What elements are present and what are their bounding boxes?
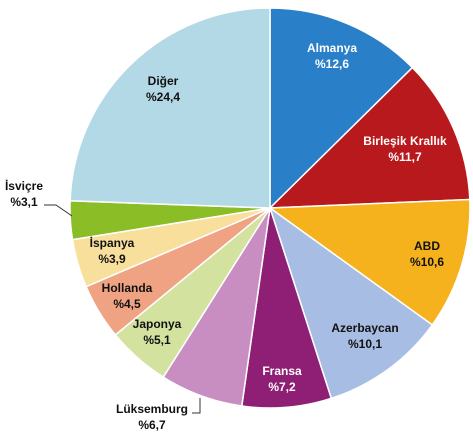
value-label: %11,7 [388,150,422,164]
slice-label: Azerbaycan [331,321,398,335]
value-label: %10,1 [348,337,382,351]
value-label: %12,6 [315,57,349,71]
pie-slice [268,66,471,209]
pie-slice [69,7,271,209]
value-label: %24,4 [146,90,180,104]
slice-label: İsviçre [5,178,43,193]
slice-label: Hollanda [102,281,153,295]
value-label: %5,1 [143,333,171,347]
slice-label: Japonya [133,317,182,331]
slice-label: ABD [414,239,440,253]
leader-line [44,204,73,217]
pie-slice [268,206,434,400]
leader-line [192,398,201,414]
slice-label: Birleşik Krallık [363,134,447,148]
value-label: %3,1 [10,195,38,209]
slice-label: İspanya [90,235,135,250]
pie-slice [269,7,414,210]
value-label: %6,7 [138,418,166,432]
slice-label: Diğer [148,74,179,88]
pie-slice [267,198,471,326]
slice-label: Almanya [307,41,357,55]
value-label: %4,5 [113,297,141,311]
value-label: %10,6 [410,255,444,269]
value-label: %3,9 [98,252,126,266]
slice-label: Lüksemburg [116,402,188,416]
slice-label: Fransa [262,364,302,378]
value-label: %7,2 [268,380,296,394]
